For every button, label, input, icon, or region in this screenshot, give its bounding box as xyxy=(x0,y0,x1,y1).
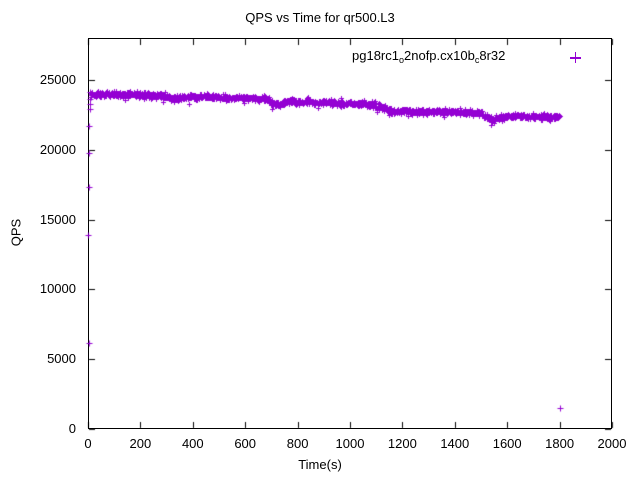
x-tick-label: 800 xyxy=(286,436,309,451)
x-tick-label: 0 xyxy=(84,436,92,451)
y-tick-label: 15000 xyxy=(39,211,76,227)
y-axis-title: QPS xyxy=(8,218,24,247)
x-tick-label: 200 xyxy=(129,436,152,451)
legend-plus-marker xyxy=(570,52,582,64)
y-tick-label: 0 xyxy=(68,421,76,436)
x-tick-label: 1000 xyxy=(335,436,365,451)
x-tick-label: 600 xyxy=(234,436,257,451)
x-tick-label: 1400 xyxy=(440,436,470,451)
x-tick-label: 1600 xyxy=(492,436,522,451)
x-tick-label: 1200 xyxy=(387,436,417,451)
x-axis-title: Time(s) xyxy=(298,457,342,472)
legend: pg18rc1o2nofp.cx10bc8r32 xyxy=(352,47,505,67)
y-tick-label: 5000 xyxy=(47,351,76,367)
legend-series-label: pg18rc1o2nofp.cx10bc8r32 xyxy=(352,48,506,66)
x-tick-label: 2000 xyxy=(597,436,627,451)
x-tick-label: 400 xyxy=(181,436,204,451)
y-tick-label: 20000 xyxy=(39,141,76,157)
y-tick-label: 10000 xyxy=(39,281,76,297)
y-tick-label: 25000 xyxy=(39,71,76,87)
x-tick-label: 1800 xyxy=(545,436,575,451)
